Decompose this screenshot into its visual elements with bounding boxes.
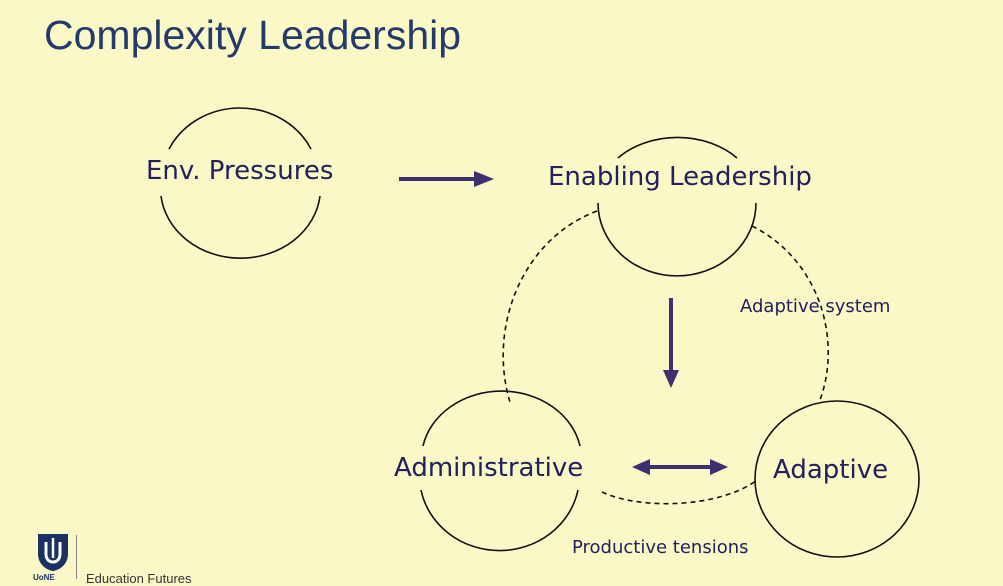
label-productive-tensions: Productive tensions (572, 537, 749, 558)
administrative-circle (422, 390, 581, 447)
slide-title: Complexity Leadership (44, 12, 462, 58)
adaptive-circle (754, 400, 920, 558)
env-pressures-circle-lower (160, 195, 321, 259)
arrow-enabling-down (663, 298, 679, 388)
node-env-pressures: Env. Pressures (146, 156, 334, 186)
footer-divider (76, 535, 77, 579)
label-adaptive-system: Adaptive system (740, 296, 891, 317)
enabling-leadership-circle (617, 136, 738, 159)
node-administrative: Administrative (394, 453, 584, 483)
node-enabling-leadership: Enabling Leadership (548, 162, 812, 192)
university-shield-logo-icon (38, 534, 68, 571)
arrow-env-to-enabling (399, 171, 494, 187)
adaptive-system-ring-right (751, 225, 829, 401)
node-adaptive: Adaptive (773, 455, 889, 485)
footer-org-name: UoNE (33, 573, 55, 582)
double-arrow-admin-adaptive (632, 459, 728, 475)
adaptive-system-ring-left (502, 210, 598, 403)
administrative-circle-lower (420, 489, 579, 552)
env-pressures-circle (168, 107, 312, 150)
enabling-leadership-circle-lower (597, 202, 757, 277)
adaptive-system-ring-bottom (601, 479, 758, 505)
